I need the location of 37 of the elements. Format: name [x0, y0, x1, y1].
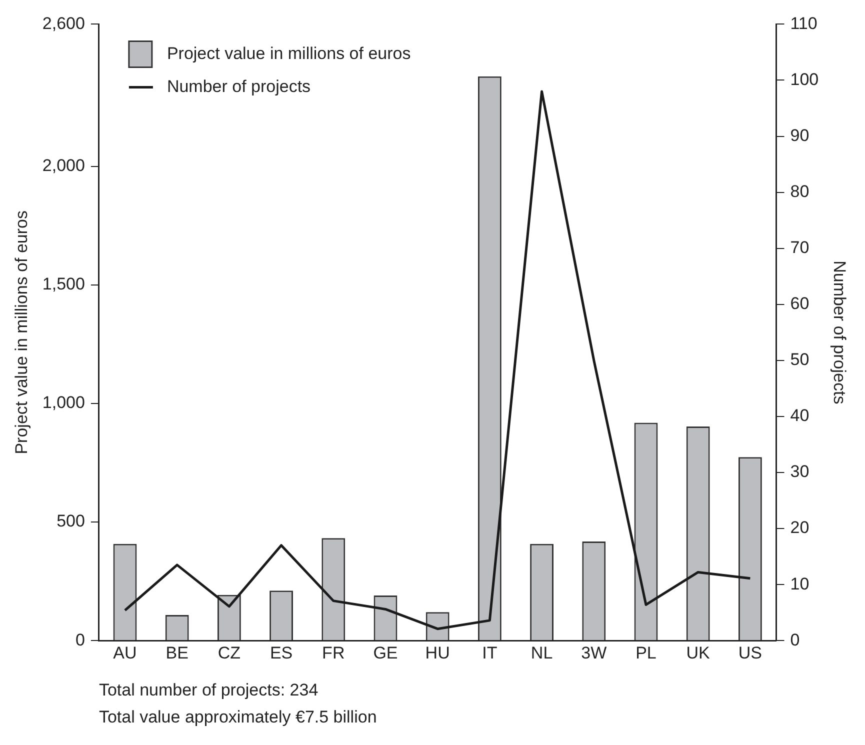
- y2-tick-label: 0: [790, 630, 800, 650]
- y-tick-label: 2,000: [42, 156, 85, 176]
- y2-tick-label: 70: [790, 238, 810, 258]
- y-tick-label: 0: [75, 630, 85, 650]
- y2-tick-label: 10: [790, 574, 810, 594]
- text: Total value approximately €7.5 billion: [98, 708, 377, 727]
- y-tick-label: 2,600: [42, 14, 85, 33]
- x-tick-label: NL: [530, 643, 553, 662]
- text: Total number of projects: 234: [98, 680, 318, 700]
- x-tick-label: UK: [686, 643, 711, 662]
- y-tick-label: 1,500: [42, 274, 85, 294]
- legend-label: Number of projects: [166, 76, 311, 96]
- y2-axis-title: Number of projects: [830, 260, 850, 404]
- x-tick-label: FR: [322, 643, 345, 662]
- y2-tick-label: 20: [790, 518, 810, 538]
- legend-label: Project value in millions of euros: [166, 44, 411, 63]
- y2-tick-label: 50: [790, 350, 810, 370]
- y-tick-label: 1,000: [42, 393, 85, 412]
- x-tick-label: PL: [636, 643, 656, 662]
- y-axis-title: Project value in millions of euros: [12, 210, 31, 454]
- x-tick-label: 3W: [581, 643, 607, 662]
- y2-tick-label: 90: [790, 126, 810, 145]
- x-tick-label: ES: [270, 643, 293, 662]
- x-tick-label: US: [738, 643, 762, 662]
- y-tick-label: 500: [56, 512, 85, 531]
- y2-tick-label: 60: [790, 294, 810, 314]
- x-tick-label: IT: [482, 643, 498, 662]
- y2-tick-label: 80: [790, 182, 810, 201]
- x-tick-label: GE: [373, 643, 398, 662]
- x-tick-label: BE: [166, 643, 188, 662]
- y2-tick-label: 30: [790, 462, 810, 482]
- x-tick-label: HU: [425, 643, 450, 662]
- x-tick-label: AU: [113, 643, 137, 662]
- y2-tick-label: 110: [790, 14, 818, 33]
- x-tick-label: CZ: [218, 643, 241, 662]
- y2-tick-label: 100: [790, 70, 819, 89]
- y2-tick-label: 40: [790, 406, 810, 426]
